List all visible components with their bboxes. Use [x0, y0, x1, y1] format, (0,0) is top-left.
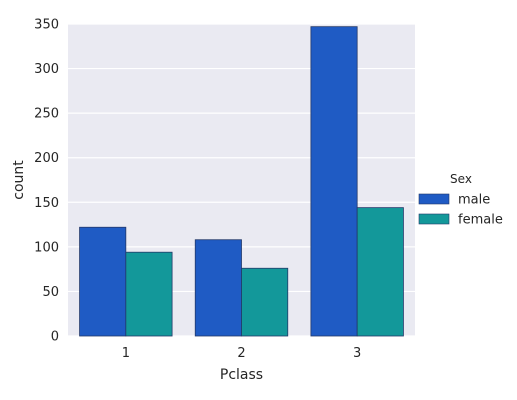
legend-label-female: female [458, 213, 503, 228]
x-tick-labels: 1 2 3 [122, 346, 362, 361]
y-tick-label: 100 [34, 240, 59, 255]
y-tick-label: 50 [42, 285, 59, 300]
y-tick-labels: 0 50 100 150 200 250 300 350 [34, 18, 59, 345]
legend: Sex male female [418, 172, 503, 228]
bar-female-1 [125, 251, 173, 337]
x-axis-label: Pclass [220, 367, 263, 383]
y-tick-label: 350 [34, 18, 59, 33]
y-tick-label: 250 [34, 107, 59, 122]
y-axis-label: count [11, 160, 27, 200]
bar-female-3 [356, 207, 404, 337]
bar-male-2 [194, 239, 242, 337]
legend-swatch-female [418, 213, 450, 225]
y-tick-label: 200 [34, 151, 59, 166]
legend-swatch-male [418, 193, 450, 205]
bar-male-1 [79, 226, 127, 337]
x-tick-label: 3 [353, 346, 361, 361]
y-tick-label: 150 [34, 196, 59, 211]
bar-male-3 [310, 26, 358, 337]
y-tick-label: 300 [34, 62, 59, 77]
bars [79, 26, 404, 337]
legend-title: Sex [450, 172, 472, 186]
x-tick-label: 2 [237, 346, 245, 361]
y-tick-label: 0 [51, 330, 59, 345]
x-tick-label: 1 [122, 346, 130, 361]
bar-female-2 [241, 267, 289, 337]
legend-label-male: male [458, 193, 490, 208]
